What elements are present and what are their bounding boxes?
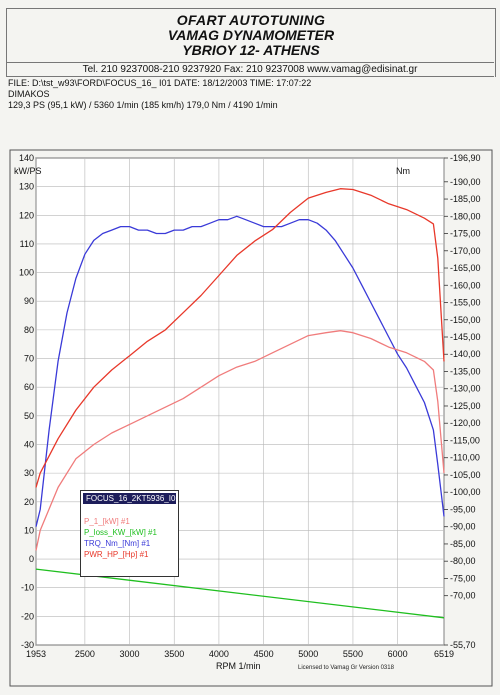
legend-box[interactable]: FOCUS_16_2KT5936_I01 P_1_[kW] #1 P_loss_…: [80, 490, 179, 577]
run-info: FILE: D:\tst_w93\FORD\FOCUS_16_ I01 DATE…: [8, 78, 488, 111]
left-tick-label: -30: [21, 640, 34, 650]
right-tick-label: -80,00: [450, 556, 476, 566]
x-tick-label: 4000: [209, 649, 229, 659]
hp-curve: [35, 188, 445, 488]
x-tick-label: 3000: [120, 649, 140, 659]
address: YBRIOY 12- ATHENS: [182, 42, 320, 58]
right-tick-label: -95,00: [450, 504, 476, 514]
left-tick-label: 30: [24, 468, 34, 478]
right-tick-label: -115,00: [450, 435, 480, 445]
left-tick-label: -20: [21, 611, 34, 621]
right-tick-label: -185,00: [450, 194, 481, 204]
legend-item-power: P_1_[kW] #1: [84, 517, 130, 526]
customer-name: DIMAKOS: [8, 89, 50, 99]
x-tick-label: 3500: [164, 649, 184, 659]
left-tick-label: 40: [24, 439, 34, 449]
right-tick-label: -196,90: [450, 153, 481, 163]
chart-outer-border: [9, 149, 493, 687]
left-tick-label: 80: [24, 325, 34, 335]
left-tick-label: 10: [24, 525, 34, 535]
chart-svg: -30 -20 -10 0 10 20 30 40 50 60 70 80 90 100 110 120 130…: [9, 149, 493, 687]
right-tick-label: -180,00: [450, 211, 481, 221]
right-tick-label: -55,70: [450, 640, 476, 650]
left-tick-label: 0: [29, 554, 34, 564]
left-tick-label: 90: [24, 296, 34, 306]
left-tick-label: 50: [24, 411, 34, 421]
right-tick-label: -150,00: [450, 315, 481, 325]
right-tick-label: -110,00: [450, 453, 480, 463]
right-tick-label: -85,00: [450, 539, 476, 549]
right-tick-label: -170,00: [450, 246, 481, 256]
right-tick-label: -140,00: [450, 349, 481, 359]
x-tick-label: 6000: [388, 649, 408, 659]
result-summary: 129,3 PS (95,1 kW) / 5360 1/min (185 km/…: [8, 100, 278, 110]
left-tick-label: 70: [24, 354, 34, 364]
torque-curve: [35, 215, 445, 527]
left-tick-label: 110: [20, 239, 34, 249]
left-unit-label: kW/PS: [14, 166, 42, 176]
left-tick-label: 140: [19, 153, 34, 163]
right-tick-label: -190,00: [450, 177, 481, 187]
right-tick-label: -145,00: [450, 332, 481, 342]
x-tick-label: 2500: [75, 649, 95, 659]
left-tick-label: 100: [19, 268, 34, 278]
right-tick-label: -120,00: [450, 418, 481, 428]
file-line: FILE: D:\tst_w93\FORD\FOCUS_16_ I01 DATE…: [8, 78, 312, 88]
right-tick-label: -70,00: [450, 591, 476, 601]
legend-item-loss: P_loss_KW_[kW] #1: [84, 528, 157, 537]
dyno-name: VAMAG DYNAMOMETER: [167, 27, 335, 43]
right-tick-label: -100,00: [450, 487, 481, 497]
right-tick-label: -105,00: [450, 470, 481, 480]
right-tick-label: -135,00: [450, 366, 481, 376]
contact-line: Tel. 210 9237008-210 9237920 Fax: 210 92…: [6, 62, 494, 77]
right-unit-label: Nm: [396, 166, 410, 176]
left-tick-label: -10: [21, 583, 34, 593]
x-tick-label: 5500: [343, 649, 363, 659]
title-box: OFART AUTOTUNING VAMAG DYNAMOMETER YBRIO…: [6, 8, 496, 77]
x-tick-label: 5000: [298, 649, 318, 659]
right-tick-label: -175,00: [450, 229, 481, 239]
x-tick-label: 1953: [26, 649, 46, 659]
right-tick-label: -160,00: [450, 280, 481, 290]
right-tick-label: -90,00: [450, 522, 476, 532]
legend-item-hp: PWR_HP_[Hp] #1: [84, 550, 149, 559]
x-axis-label: RPM 1/min: [216, 661, 261, 671]
right-tick-label: -130,00: [450, 384, 481, 394]
right-tick-label: -75,00: [450, 573, 476, 583]
legend-item-torque: TRQ_Nm_[Nm] #1: [84, 539, 151, 548]
left-tick-label: 120: [19, 210, 34, 220]
footer-note: Licensed to Vamag Gr Version 0318: [298, 665, 395, 671]
right-tick-label: -165,00: [450, 263, 481, 273]
left-tick-label: 130: [19, 182, 34, 192]
loss-curve: [35, 568, 445, 619]
legend-title: FOCUS_16_2KT5936_I01: [83, 493, 176, 504]
right-tick-label: -155,00: [450, 298, 481, 308]
right-tick-label: -125,00: [450, 401, 481, 411]
report-header: OFART AUTOTUNING VAMAG DYNAMOMETER YBRIO…: [0, 0, 500, 140]
left-tick-label: 60: [24, 382, 34, 392]
dyno-chart: -30 -20 -10 0 10 20 30 40 50 60 70 80 90 100 110 120 130…: [0, 148, 500, 690]
x-tick-label: 6519: [434, 649, 454, 659]
left-tick-label: 20: [24, 497, 34, 507]
power-kw-curve: [35, 330, 445, 551]
x-tick-label: 4500: [254, 649, 274, 659]
company-name: OFART AUTOTUNING: [176, 12, 326, 28]
